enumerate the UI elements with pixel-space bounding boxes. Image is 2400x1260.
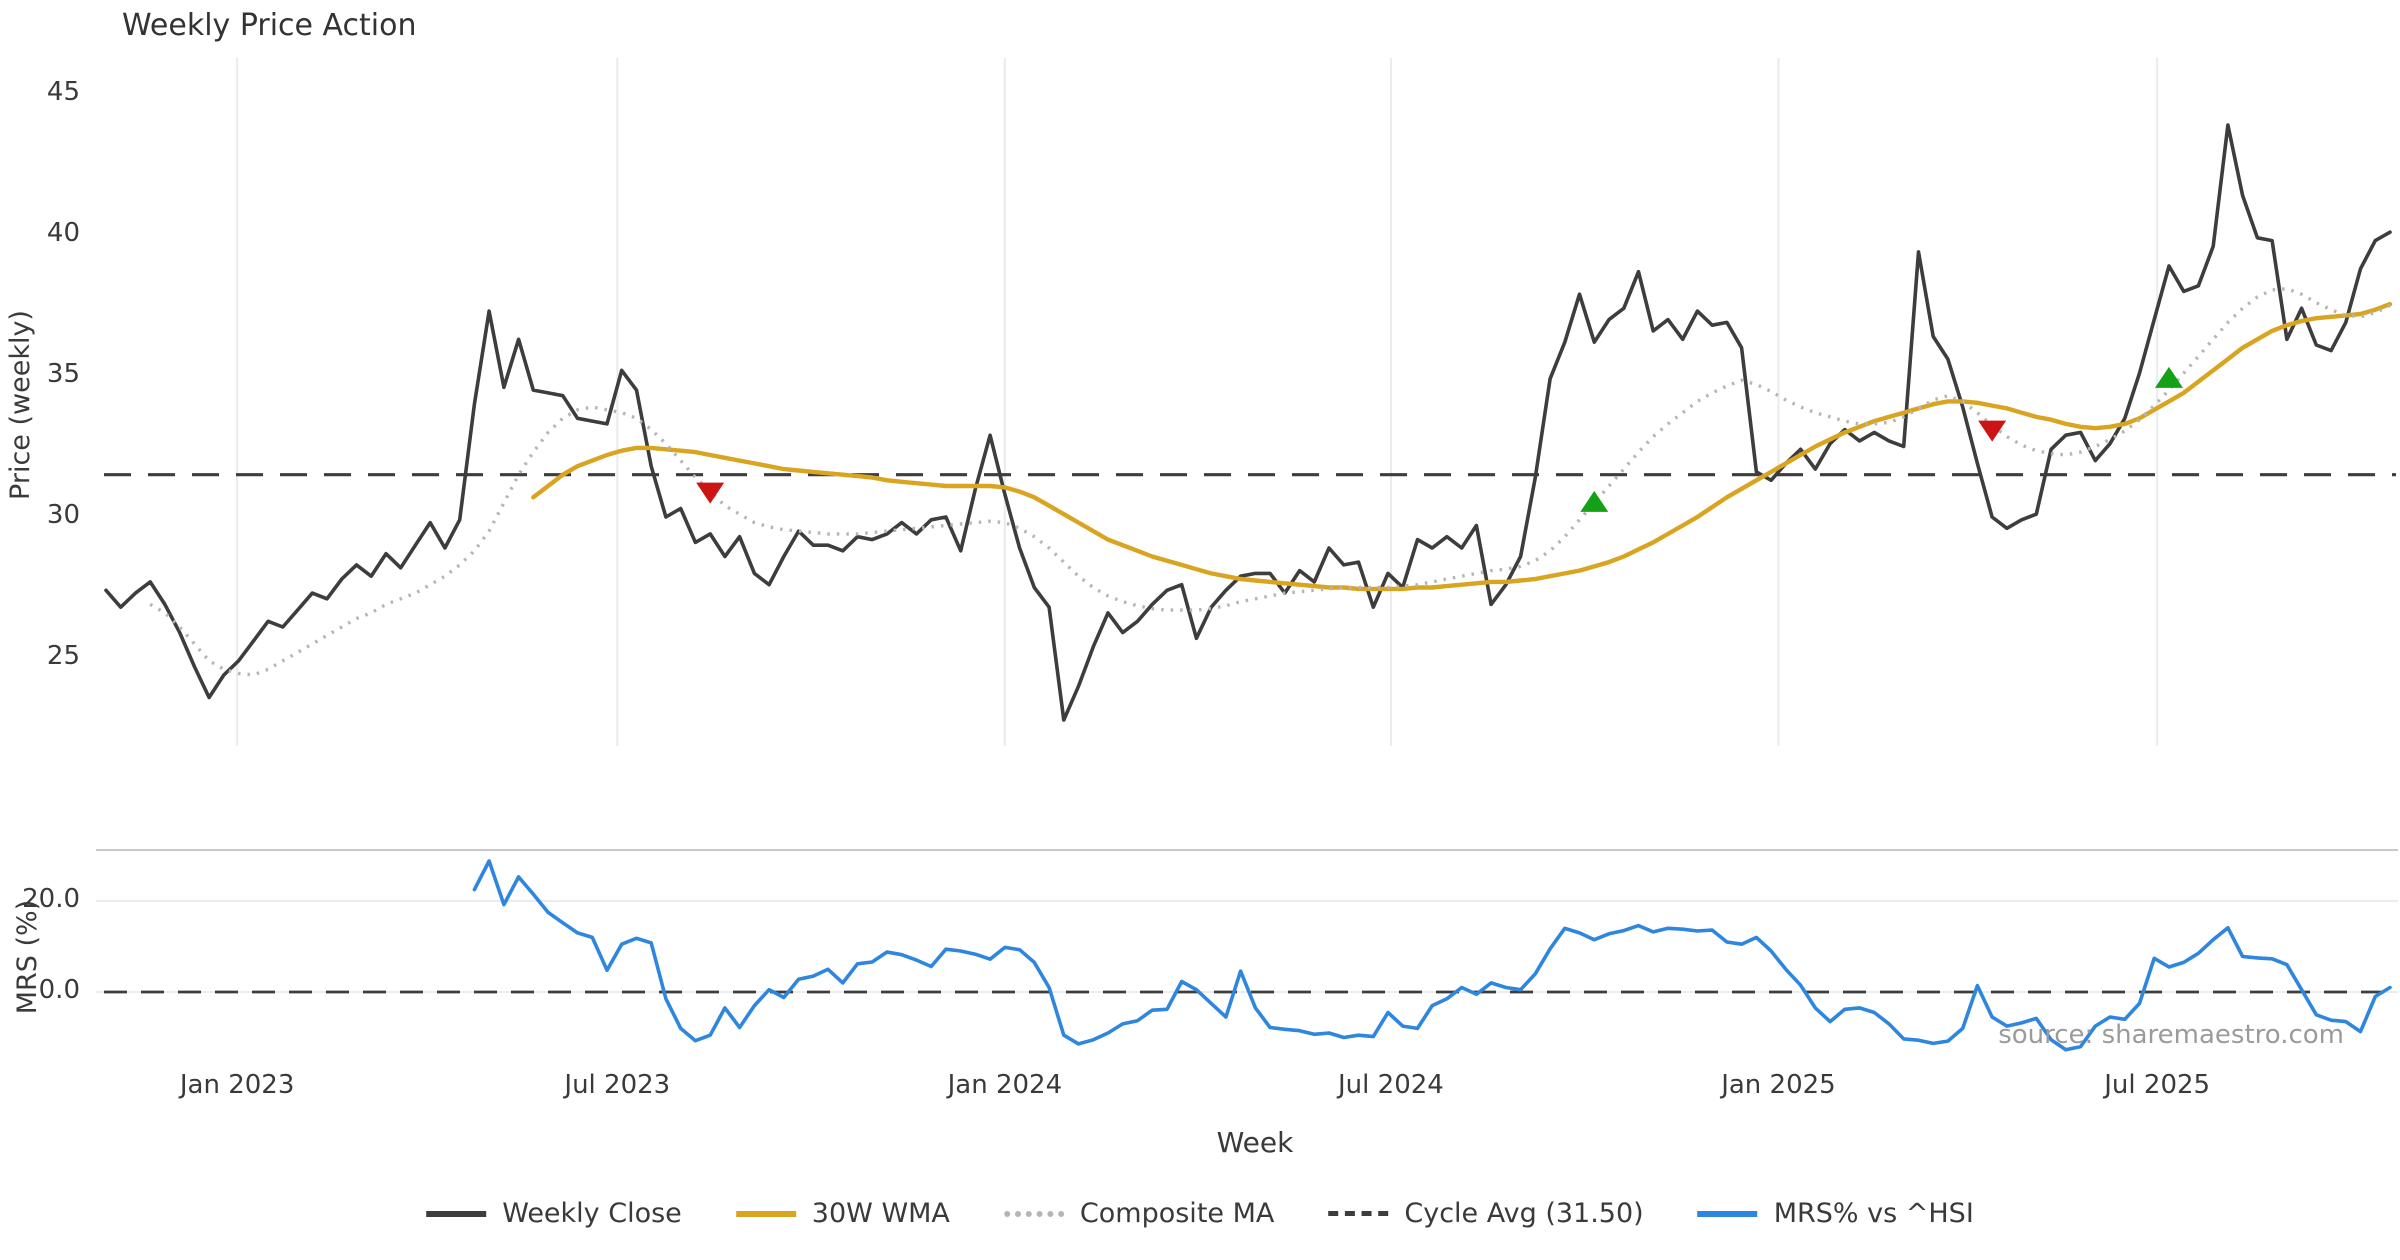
weekly-close-line [104,123,2392,722]
legend-swatch-solid [426,1210,487,1217]
price-y-tick-label: 35 [46,359,80,389]
sell-signal-marker [696,482,725,504]
mrs-y-tick-label: 0.0 [38,975,80,1005]
legend-swatch-solid [735,1210,796,1217]
x-tick-label: Jan 2025 [1721,1070,1836,1100]
chart-legend: Weekly Close 30W WMA Composite MA Cycle Avg… [426,1198,1974,1229]
legend-swatch-solid [1697,1210,1758,1217]
price-y-tick-label: 40 [46,218,80,248]
legend-label: 30W WMA [811,1198,950,1229]
legend-label: MRS% vs ^HSI [1773,1198,1974,1229]
x-axis-label: Week [1216,1126,1294,1159]
legend-swatch-dotted [1003,1210,1064,1217]
legend-item: 30W WMA [735,1198,950,1229]
buy-signal-marker [1580,490,1609,512]
wma-line [531,301,2393,592]
x-tick-label: Jul 2023 [564,1070,671,1100]
legend-item: Cycle Avg (31.50) [1328,1198,1644,1229]
source-watermark: source: sharemaestro.com [1998,1020,2344,1050]
sell-signal-marker [1978,420,2007,442]
mrs-y-tick-label: 20.0 [22,884,80,914]
legend-swatch-dashed [1328,1211,1389,1216]
price-y-tick-label: 30 [46,500,80,530]
price-y-tick-label: 25 [46,641,80,671]
mrs-line [472,859,2392,1052]
legend-label: Weekly Close [502,1198,682,1229]
legend-label: Composite MA [1079,1198,1275,1229]
x-tick-label: Jul 2024 [1338,1070,1444,1100]
x-tick-label: Jan 2024 [947,1070,1063,1100]
buy-signal-marker [2154,366,2183,388]
legend-item: Composite MA [1003,1198,1275,1229]
composite-ma-line [149,286,2391,677]
x-tick-label: Jul 2025 [2104,1070,2211,1100]
x-tick-label: Jan 2023 [179,1070,295,1100]
chart-title: Weekly Price Action [122,8,417,43]
legend-item: MRS% vs ^HSI [1697,1198,1974,1229]
price-y-tick-label: 45 [46,77,80,107]
price-y-axis-label: Price (weekly) [5,310,36,500]
legend-label: Cycle Avg (31.50) [1404,1198,1644,1229]
legend-item: Weekly Close [426,1198,682,1229]
